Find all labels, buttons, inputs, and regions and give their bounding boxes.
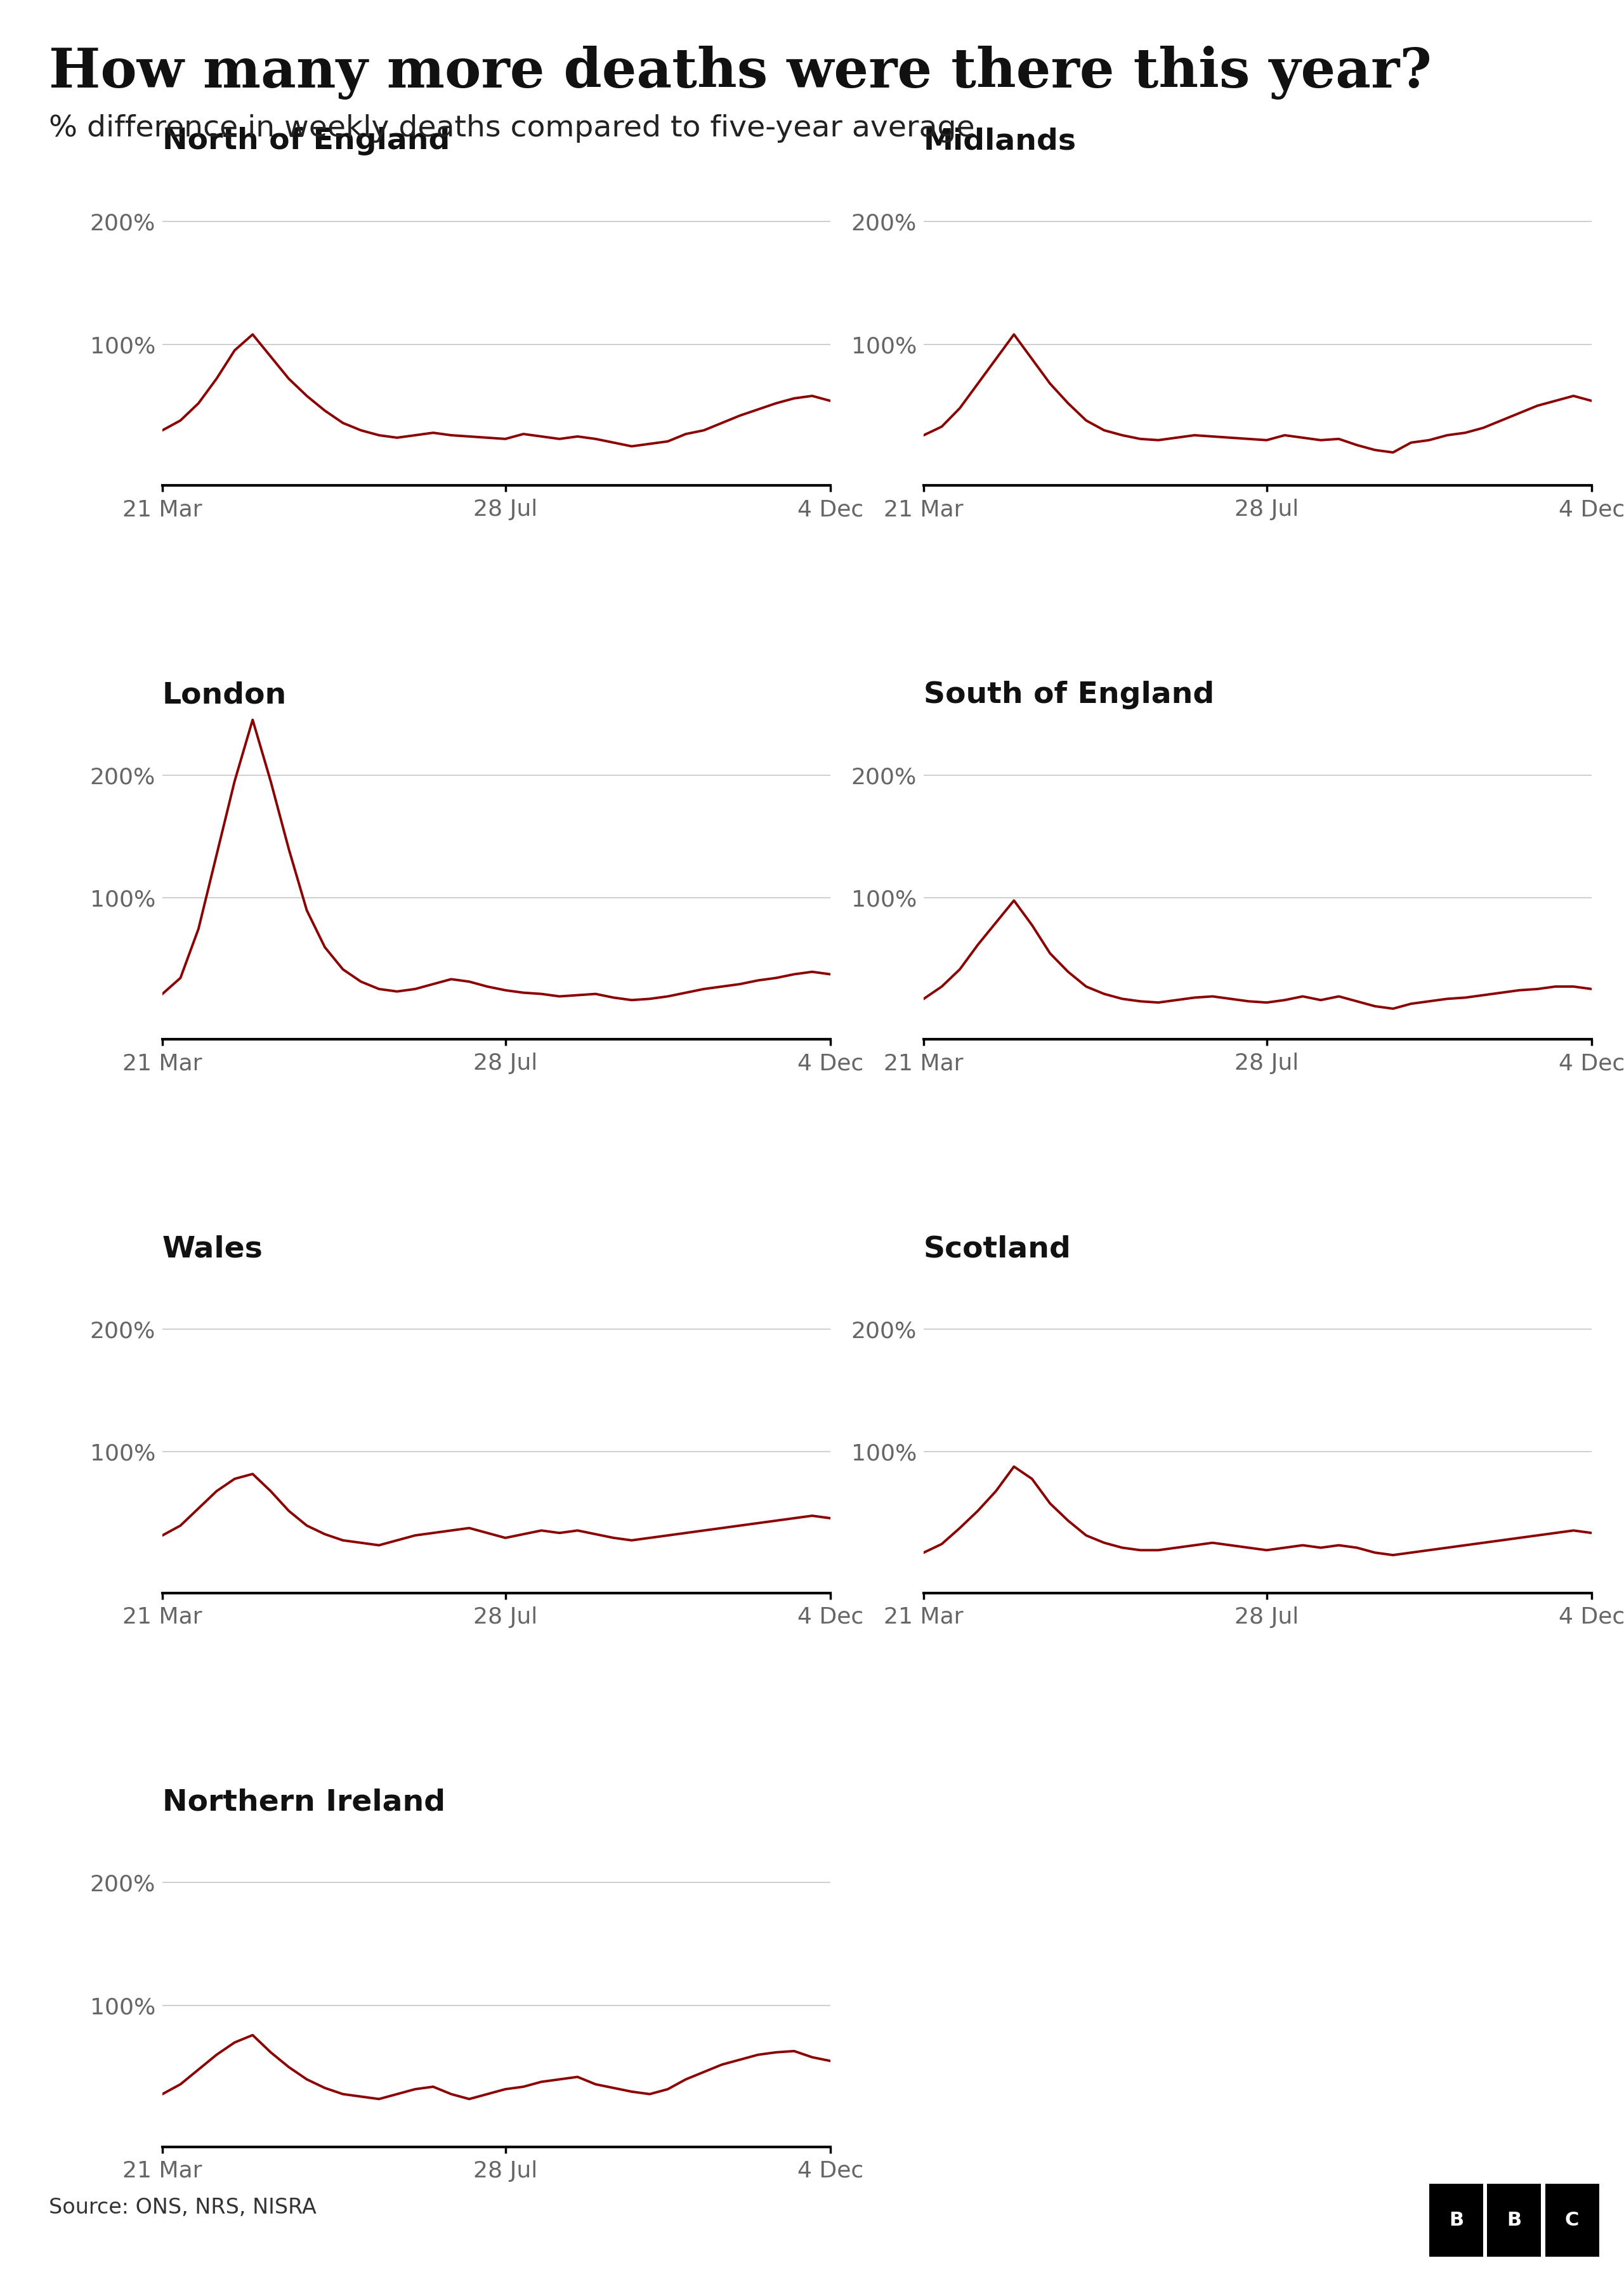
Text: Source: ONS, NRS, NISRA: Source: ONS, NRS, NISRA bbox=[49, 2197, 317, 2218]
Text: North of England: North of England bbox=[162, 128, 450, 155]
Text: Wales: Wales bbox=[162, 1236, 263, 1263]
Text: % difference in weekly deaths compared to five-year average: % difference in weekly deaths compared t… bbox=[49, 114, 974, 142]
Text: London: London bbox=[162, 681, 287, 710]
Bar bbox=[1488, 2184, 1541, 2257]
Text: Scotland: Scotland bbox=[924, 1236, 1072, 1263]
Text: B: B bbox=[1507, 2211, 1522, 2229]
Text: South of England: South of England bbox=[924, 681, 1215, 710]
Text: How many more deaths were there this year?: How many more deaths were there this yea… bbox=[49, 46, 1432, 100]
Text: B: B bbox=[1449, 2211, 1463, 2229]
Bar bbox=[1429, 2184, 1483, 2257]
Text: Midlands: Midlands bbox=[924, 128, 1077, 155]
Text: C: C bbox=[1566, 2211, 1579, 2229]
Text: Northern Ireland: Northern Ireland bbox=[162, 1788, 445, 1818]
Bar bbox=[1544, 2184, 1600, 2257]
